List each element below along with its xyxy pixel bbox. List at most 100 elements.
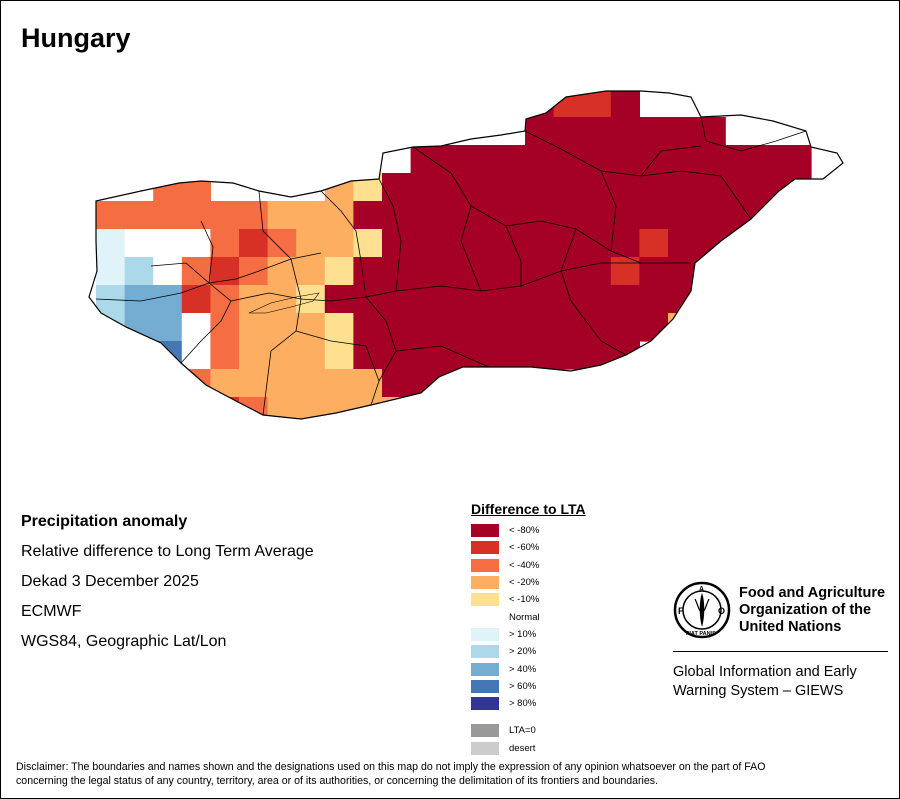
grid-cell [181,369,211,398]
grid-cell [124,201,154,230]
info-description: Relative difference to Long Term Average [21,543,314,560]
grid-cell [410,229,440,258]
legend-item-6: > 10% [471,626,586,643]
legend-title: Difference to LTA [471,501,586,517]
fao-org-line-2: Organization of the [739,602,872,618]
grid-cell [296,369,326,398]
grid-cell [96,229,126,258]
grid-cell [668,201,698,230]
grid-cell [525,117,555,146]
grid-cell [668,229,698,258]
grid-cell [382,229,412,258]
grid-cell [96,313,126,342]
legend-label: Normal [509,611,540,623]
grid-cell [553,145,583,174]
fao-logo: F O A FIAT PANIS [673,581,731,639]
grid-cell [467,229,497,258]
grid-cell [467,341,497,370]
legend-swatch [471,541,499,555]
grid-cell [353,257,383,286]
grid-cell [324,341,354,370]
grid-cell [181,397,211,419]
grid-cell [725,173,755,202]
grid-cell [439,285,469,314]
grid-cell [210,397,240,419]
grid-cell [153,313,183,342]
grid-cell [610,313,640,342]
grid-cell [553,285,583,314]
info-projection: WGS84, Geographic Lat/Lon [21,633,227,650]
grid-cell [153,285,183,314]
grid-cell [181,229,211,258]
grid-cell [582,117,612,146]
grid-cell [181,285,211,314]
lake-balaton-shore [248,292,320,314]
grid-cell [210,369,240,398]
legend-label: > 40% [509,663,537,675]
grid-cell [96,201,126,230]
grid-cell [696,229,726,258]
legend-item-9: > 60% [471,678,586,695]
grid-cell [582,145,612,174]
grid-cell [353,201,383,230]
svg-text:O: O [718,606,725,616]
grid-cell [210,201,240,230]
grid-cell [496,145,526,174]
grid-cell [410,369,440,398]
grid-cell [639,229,669,258]
grid-cell [210,285,240,314]
grid-cell [324,397,354,419]
grid-cell [496,341,526,370]
grid-cell [439,229,469,258]
grid-cell [410,173,440,202]
grid-cell [725,229,755,258]
grid-cell [324,285,354,314]
anomaly-grid [96,91,812,419]
legend-label: < -10% [509,594,540,606]
grid-cell [639,257,669,286]
grid-cell [239,341,269,370]
grid-cell [582,313,612,342]
grid-cell [324,313,354,342]
grid-cell [696,173,726,202]
grid-cell [153,229,183,258]
grid-cell [153,397,183,419]
grid-cell [696,257,726,286]
grid-cell [725,201,755,230]
legend-swatch [471,627,499,641]
grid-cell [181,201,211,230]
info-source: ECMWF [21,603,82,620]
grid-cell [553,173,583,202]
grid-cell [153,369,183,398]
grid-cell [324,173,354,202]
grid-cell [267,229,297,258]
grid-cell [696,201,726,230]
grid-cell [153,341,183,370]
giews-name: Global Information and Early Warning Sys… [673,663,857,701]
fao-organization-name: Food and Agriculture Organization of the… [739,585,885,636]
grid-cell [439,145,469,174]
grid-cell [353,341,383,370]
legend-extra-items: LTA=0 desert [471,722,586,757]
legend-swatch [471,679,499,693]
grid-cell [439,369,469,398]
legend-swatch [471,576,499,590]
grid-cell [668,285,698,314]
grid-cell [239,313,269,342]
grid-cell [525,145,555,174]
legend-item-1: < -60% [471,539,586,556]
grid-cell [639,201,669,230]
grid-cell [439,201,469,230]
legend-label: > 60% [509,680,537,692]
grid-cell [467,201,497,230]
grid-cell [296,397,326,419]
legend-swatch [471,593,499,607]
grid-cell [239,201,269,230]
fao-divider [673,651,888,652]
grid-cell [153,257,183,286]
grid-cell [525,285,555,314]
grid-cell [324,201,354,230]
grid-cell [181,313,211,342]
legend: Difference to LTA < -80% < -60% < -40% < -2… [471,501,586,757]
legend-swatch [471,724,499,738]
